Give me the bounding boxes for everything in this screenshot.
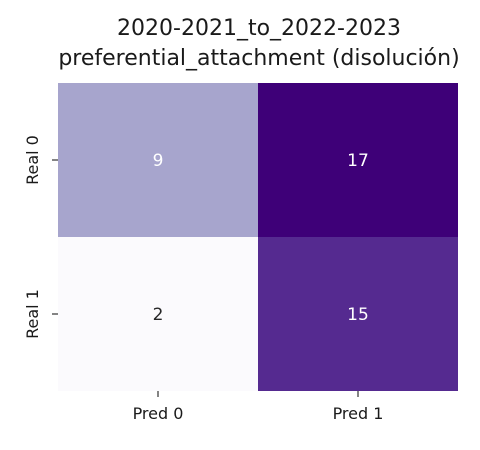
cell-value-label-r0-c1: 17 xyxy=(347,151,369,171)
cell-value-label-r1-c0: 2 xyxy=(153,305,164,325)
x-tick-label-0: Pred 0 xyxy=(133,404,184,423)
y-tick-label-0: Real 0 xyxy=(23,135,42,185)
y-tick-label-1: Real 1 xyxy=(23,289,42,339)
x-tick-label-1: Pred 1 xyxy=(333,404,384,423)
cell-value-label-r1-c1: 15 xyxy=(347,305,369,325)
cell-value-label-r0-c0: 9 xyxy=(153,151,164,171)
